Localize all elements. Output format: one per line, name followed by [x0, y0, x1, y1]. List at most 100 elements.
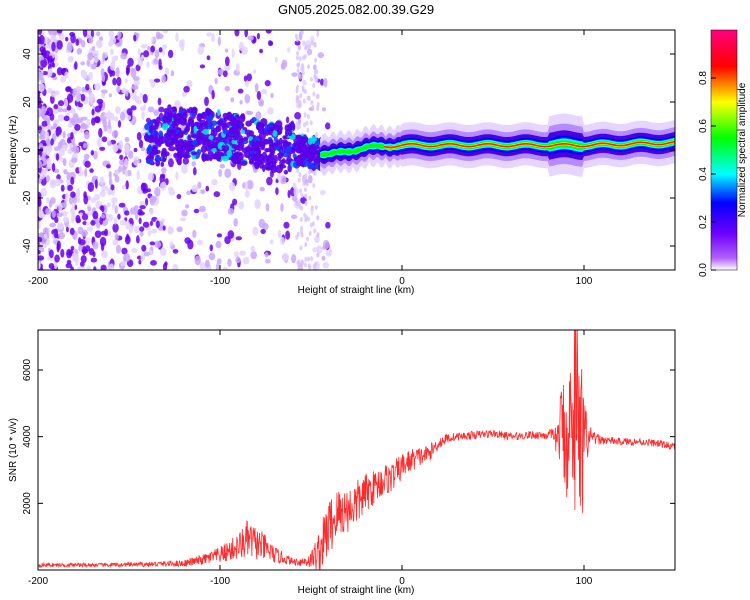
- spectrogram-cell: [162, 115, 168, 124]
- spectrogram-cell: [269, 239, 274, 245]
- spectrogram-cell: [197, 46, 205, 55]
- spectrogram-cell: [48, 30, 53, 36]
- spectrogram-cell: [310, 100, 314, 106]
- spectrogram-cell: [38, 56, 45, 61]
- spectrogram-cell: [223, 145, 230, 152]
- spectrogram-cell: [235, 236, 243, 241]
- spectrogram-cell: [56, 67, 63, 76]
- spectrogram-cell: [187, 239, 194, 250]
- spectrogram-cell: [310, 40, 314, 46]
- spectrogram-cell: [136, 235, 140, 244]
- spectrogram-cell: [196, 113, 202, 122]
- spectrogram-cell: [112, 77, 117, 86]
- spectrogram-cell: [199, 205, 206, 213]
- spectrogram-cell: [49, 94, 55, 104]
- spectrogram-cell: [69, 171, 76, 180]
- spectrogram-cell: [68, 196, 73, 205]
- spectrogram-cell: [314, 57, 318, 63]
- spectrogram-cell: [117, 31, 122, 39]
- spectrogram-cell: [169, 129, 177, 136]
- spectrogram-cell: [300, 266, 304, 270]
- spectrogram-cell: [102, 52, 106, 62]
- spectrogram-cell: [132, 76, 140, 81]
- spectrogram-cell: [100, 264, 107, 270]
- spectrogram-cell: [139, 200, 146, 207]
- spectrogram-cell: [149, 195, 157, 203]
- spectrogram-cell: [100, 68, 105, 77]
- spectrogram-cell: [81, 229, 88, 237]
- y-tick-label: 20: [22, 96, 33, 108]
- spectrogram-cell: [91, 108, 95, 116]
- spectrogram-cell: [258, 218, 266, 229]
- spectrogram-cell: [250, 251, 258, 260]
- spectrogram-cell: [297, 72, 301, 78]
- spectrogram-cell: [315, 132, 319, 138]
- spectrogram-cell: [316, 101, 320, 107]
- spectrogram-cell: [310, 35, 315, 43]
- spectrogram-cell: [200, 145, 207, 154]
- spectrogram-cell: [154, 240, 162, 249]
- spectrogram-cell: [290, 214, 298, 220]
- spectrogram-cell: [164, 133, 172, 138]
- spectrogram-cell: [108, 40, 113, 48]
- spectrogram-cell: [55, 153, 60, 161]
- spectrogram-cell: [317, 52, 324, 59]
- spectrogram-cell: [93, 193, 101, 201]
- y-tick-label: 40: [22, 48, 33, 60]
- spectrogram-cell: [98, 101, 103, 109]
- spectrogram-cell: [141, 111, 145, 120]
- spectrogram-cell: [41, 120, 48, 127]
- spectrogram-cell: [243, 150, 251, 159]
- spectrogram-cell: [114, 233, 119, 241]
- spectrogram-cell: [179, 217, 187, 222]
- spectrogram-cell: [258, 122, 265, 128]
- spectrogram-cell: [62, 131, 66, 139]
- spectrogram-cell: [124, 169, 128, 177]
- spectrogram-cell: [81, 213, 89, 221]
- spectrogram-cell: [148, 172, 154, 181]
- spectrogram-cell: [198, 123, 204, 133]
- spectrogram-cell: [157, 136, 163, 145]
- spectrogram-cell: [266, 176, 273, 186]
- spectrogram-cell: [133, 225, 140, 234]
- spectrogram-cell: [92, 50, 99, 57]
- spectrogram-cell: [99, 176, 105, 185]
- spectrogram-cell: [233, 151, 239, 158]
- spectrogram-cell: [302, 98, 306, 104]
- spectrogram-cell: [115, 66, 120, 77]
- spectrogram-cell: [256, 32, 261, 40]
- spectrogram-cell: [84, 124, 88, 130]
- spectrogram-cell: [211, 120, 218, 126]
- spectrogram-cell: [50, 92, 57, 98]
- spectrogram-cell: [130, 67, 135, 72]
- spectrogram-cell: [231, 139, 239, 145]
- spectrogram-cell: [174, 99, 181, 109]
- spectrogram-cell: [133, 34, 137, 42]
- spectrogram-cell: [256, 90, 262, 100]
- spectrogram-cell: [149, 208, 154, 215]
- spectrogram-cell: [69, 227, 75, 236]
- spectrogram-cell: [38, 52, 42, 58]
- spectrogram-cell: [196, 133, 201, 142]
- spectrogram-cell: [185, 147, 190, 154]
- snr-x-ticks: -200 -100 0 100: [28, 330, 593, 587]
- spectrogram-cell: [162, 158, 166, 163]
- spectrogram-cell: [124, 235, 131, 245]
- spectrogram-cell: [111, 196, 118, 205]
- spectrogram-cell: [180, 130, 186, 135]
- spectrogram-cell: [48, 263, 55, 270]
- spectrogram-cell: [62, 216, 70, 223]
- spectrogram-cell: [199, 261, 206, 270]
- spectrogram-cell: [196, 149, 202, 155]
- spectrogram-cell: [137, 56, 144, 67]
- spectrogram-cell: [307, 162, 315, 170]
- spectrogram-cell: [119, 159, 125, 166]
- spectrogram-cell: [46, 237, 50, 246]
- spectrogram-cell: [172, 122, 179, 130]
- spectrogram-cell: [213, 191, 221, 198]
- spectrogram-cell: [109, 60, 116, 71]
- spectrogram-cell: [234, 30, 240, 37]
- spectrogram-cell: [77, 195, 81, 204]
- spectrogram-cell: [304, 45, 308, 51]
- spectrogram-cell: [58, 202, 63, 212]
